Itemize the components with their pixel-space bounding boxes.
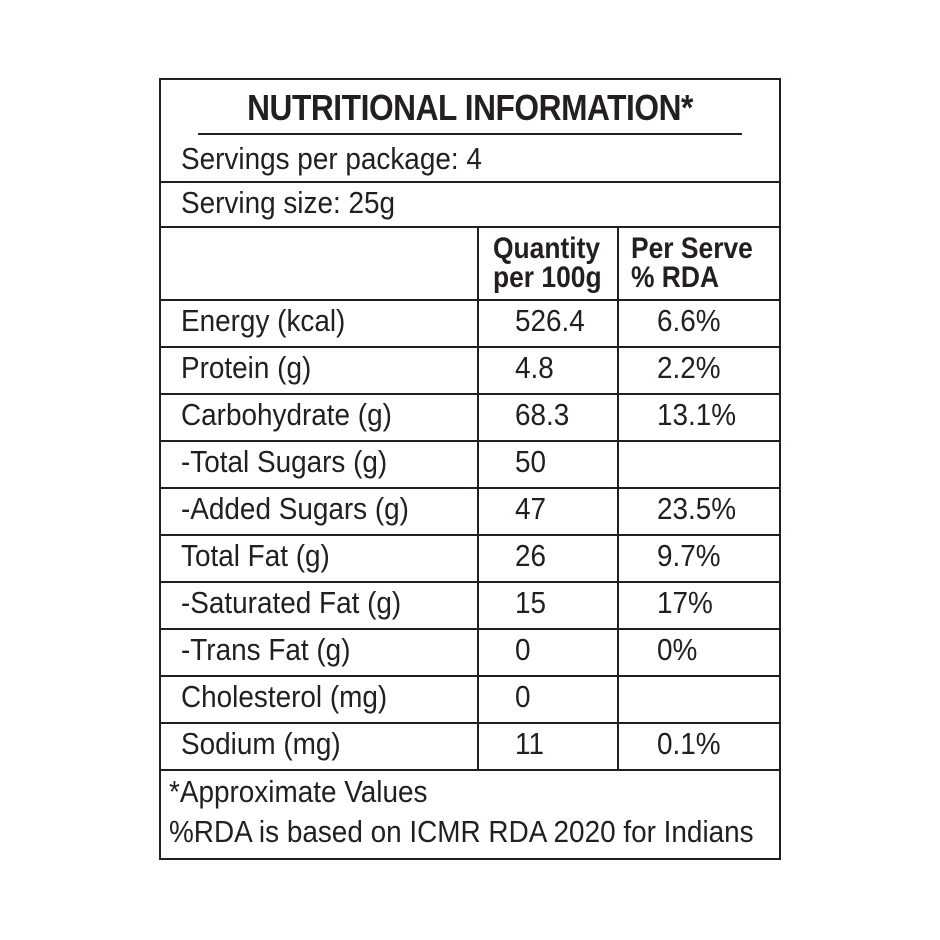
- table-row: -Trans Fat (g) 0 0%: [161, 630, 779, 677]
- rda-percent-cell: 9.7%: [619, 536, 779, 581]
- nutrient-name: -Saturated Fat (g): [181, 585, 402, 620]
- rda-percent: 23.5%: [657, 491, 737, 526]
- quantity-per-100g: 0: [515, 632, 531, 667]
- nutrient-name-cell: Sodium (mg): [161, 724, 479, 769]
- rda-percent: 0.1%: [657, 726, 721, 761]
- quantity-per-100g: 47: [515, 491, 547, 526]
- quantity-per-100g-cell: 0: [479, 630, 619, 675]
- table-row: Sodium (mg) 11 0.1%: [161, 724, 779, 771]
- nutrient-name: Sodium (mg): [181, 726, 341, 761]
- nutrient-name: -Trans Fat (g): [181, 632, 351, 667]
- footnote-rda-basis: %RDA is based on ICMR RDA 2020 for India…: [169, 814, 754, 849]
- nutrient-name: Energy (kcal): [181, 303, 346, 338]
- nutrition-label: NUTRITIONAL INFORMATION* Servings per pa…: [159, 78, 781, 860]
- quantity-per-100g: 15: [515, 585, 547, 620]
- table-row: -Added Sugars (g) 47 23.5%: [161, 489, 779, 536]
- quantity-per-100g-cell: 526.4: [479, 301, 619, 346]
- rda-percent-cell: [619, 442, 779, 487]
- rda-percent-cell: 17%: [619, 583, 779, 628]
- serving-size-row: Serving size: 25g: [161, 183, 779, 228]
- quantity-per-100g-cell: 11: [479, 724, 619, 769]
- header-quantity: Quantity per 100g: [493, 232, 602, 294]
- table-row: -Saturated Fat (g) 15 17%: [161, 583, 779, 630]
- quantity-per-100g: 11: [515, 726, 544, 761]
- table-row: Carbohydrate (g) 68.3 13.1%: [161, 395, 779, 442]
- header-nutrient-cell: [161, 228, 479, 299]
- header-rda: Per Serve % RDA: [631, 232, 753, 294]
- serving-size: Serving size: 25g: [181, 185, 396, 220]
- table-row: Protein (g) 4.8 2.2%: [161, 348, 779, 395]
- quantity-per-100g: 26: [515, 538, 547, 573]
- rda-percent: 9.7%: [657, 538, 721, 573]
- nutrient-name-cell: -Trans Fat (g): [161, 630, 479, 675]
- column-header-row: Quantity per 100g Per Serve % RDA: [161, 228, 779, 301]
- nutrient-name: Cholesterol (mg): [181, 679, 388, 714]
- rda-percent: 13.1%: [657, 397, 737, 432]
- header-rda-cell: Per Serve % RDA: [619, 228, 779, 299]
- nutrient-name: Protein (g): [181, 350, 312, 385]
- table-row: -Total Sugars (g) 50: [161, 442, 779, 489]
- footnote-approximate: *Approximate Values: [169, 774, 428, 809]
- header-quantity-cell: Quantity per 100g: [479, 228, 619, 299]
- rda-percent-cell: 6.6%: [619, 301, 779, 346]
- nutrient-name-cell: Energy (kcal): [161, 301, 479, 346]
- quantity-per-100g: 68.3: [515, 397, 570, 432]
- quantity-per-100g: 50: [515, 444, 547, 479]
- quantity-per-100g-cell: 4.8: [479, 348, 619, 393]
- servings-per-package: Servings per package: 4: [181, 141, 482, 176]
- quantity-per-100g-cell: 26: [479, 536, 619, 581]
- quantity-per-100g: 0: [515, 679, 531, 714]
- nutrient-name-cell: Protein (g): [161, 348, 479, 393]
- nutrient-name: Carbohydrate (g): [181, 397, 392, 432]
- quantity-per-100g-cell: 47: [479, 489, 619, 534]
- rda-percent: 0%: [657, 632, 698, 667]
- quantity-per-100g-cell: 50: [479, 442, 619, 487]
- label-title: NUTRITIONAL INFORMATION*: [198, 80, 742, 135]
- nutrient-name: -Added Sugars (g): [181, 491, 409, 526]
- servings-row: Servings per package: 4: [161, 135, 779, 183]
- nutrient-name-cell: Cholesterol (mg): [161, 677, 479, 722]
- nutrient-name-cell: -Added Sugars (g): [161, 489, 479, 534]
- nutrient-name: -Total Sugars (g): [181, 444, 388, 479]
- rda-percent-cell: 2.2%: [619, 348, 779, 393]
- quantity-per-100g: 526.4: [515, 303, 585, 338]
- table-row: Cholesterol (mg) 0: [161, 677, 779, 724]
- rda-percent-cell: 0.1%: [619, 724, 779, 769]
- rda-percent-cell: 23.5%: [619, 489, 779, 534]
- nutrient-name-cell: Carbohydrate (g): [161, 395, 479, 440]
- table-row: Total Fat (g) 26 9.7%: [161, 536, 779, 583]
- quantity-per-100g-cell: 15: [479, 583, 619, 628]
- rda-percent-cell: [619, 677, 779, 722]
- nutrient-name-cell: Total Fat (g): [161, 536, 479, 581]
- rda-percent: 17%: [657, 585, 713, 620]
- table-row: Energy (kcal) 526.4 6.6%: [161, 301, 779, 348]
- nutrient-name: Total Fat (g): [181, 538, 330, 573]
- rda-percent: 6.6%: [657, 303, 721, 338]
- rda-percent: 2.2%: [657, 350, 721, 385]
- footnote-row: *Approximate Values %RDA is based on ICM…: [161, 772, 779, 858]
- rda-percent-cell: 0%: [619, 630, 779, 675]
- quantity-per-100g-cell: 68.3: [479, 395, 619, 440]
- nutrient-name-cell: -Saturated Fat (g): [161, 583, 479, 628]
- nutrient-name-cell: -Total Sugars (g): [161, 442, 479, 487]
- rda-percent-cell: 13.1%: [619, 395, 779, 440]
- quantity-per-100g-cell: 0: [479, 677, 619, 722]
- quantity-per-100g: 4.8: [515, 350, 554, 385]
